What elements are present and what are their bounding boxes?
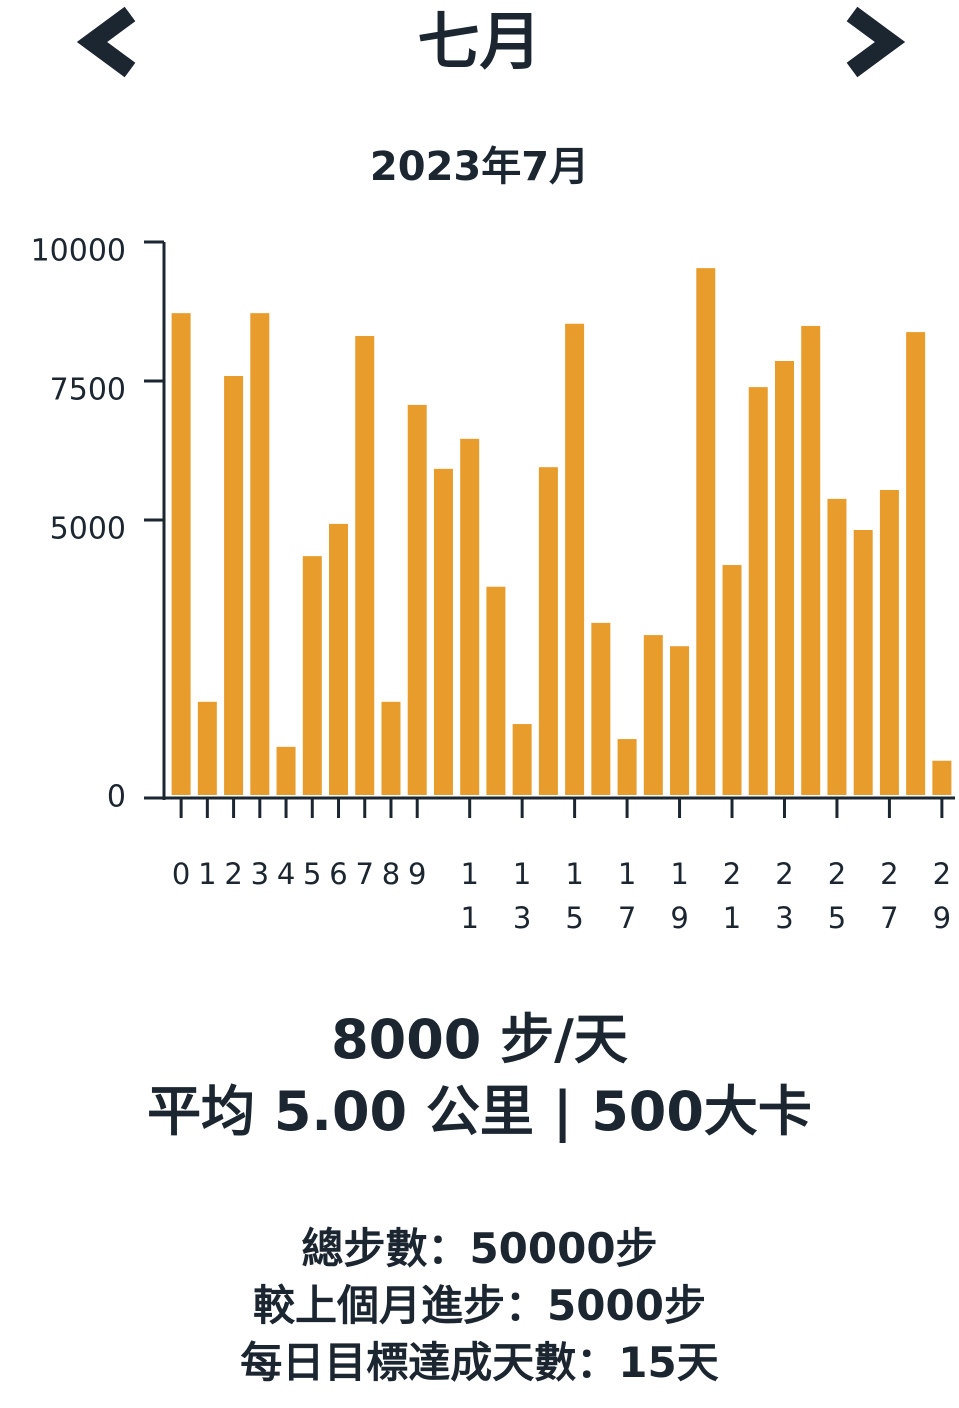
x-tick-label: 5 <box>303 857 322 891</box>
x-tick-label: 17 <box>617 857 637 935</box>
bar <box>565 323 585 795</box>
bar <box>853 530 873 795</box>
bar <box>302 556 322 795</box>
y-tick-label: 10000 <box>31 234 126 269</box>
bar <box>486 586 506 795</box>
x-tick-label: 4 <box>276 857 296 891</box>
bar <box>538 467 558 795</box>
x-tick-label: 29 <box>932 857 952 935</box>
bar <box>722 565 742 795</box>
bar <box>433 468 453 795</box>
stat-line: 較上個月進步：5000步 <box>253 1281 706 1330</box>
bar <box>801 325 821 795</box>
x-tick-label: 2 <box>224 857 243 891</box>
chart-title: 2023年7月 <box>369 144 590 190</box>
y-tick-label: 0 <box>107 780 126 815</box>
bar <box>591 622 611 795</box>
bar <box>460 438 480 795</box>
x-tick-label: 23 <box>775 857 794 935</box>
x-tick-label: 6 <box>329 857 348 891</box>
x-tick-label: 0 <box>171 857 191 891</box>
summary-line: 8000 步/天 <box>331 1008 628 1071</box>
x-tick-label: 8 <box>381 857 401 891</box>
month-title: 七月 <box>417 5 542 78</box>
y-tick-label: 5000 <box>50 512 126 547</box>
x-tick-label: 27 <box>880 857 899 935</box>
stat-line: 總步數：50000步 <box>301 1224 658 1273</box>
bar <box>355 335 375 795</box>
x-tick-label: 11 <box>460 857 479 935</box>
x-tick-label: 7 <box>355 857 374 891</box>
bar <box>407 404 427 795</box>
stat-line: 每日目標達成天數：15天 <box>240 1338 719 1387</box>
bar <box>774 360 794 795</box>
bar <box>617 739 637 795</box>
x-tick-label: 13 <box>512 857 532 935</box>
next-button[interactable] <box>846 6 906 78</box>
bar <box>381 701 401 795</box>
bar <box>879 489 899 795</box>
x-tick-label: 1 <box>198 857 217 891</box>
y-tick-label: 7500 <box>50 373 126 408</box>
x-tick-label: 9 <box>407 857 427 891</box>
x-tick-label: 21 <box>722 857 742 935</box>
x-tick-label: 25 <box>827 857 847 935</box>
bar <box>276 746 296 795</box>
bar <box>906 332 926 795</box>
bar <box>224 375 244 795</box>
bar <box>329 523 349 795</box>
bar <box>197 701 217 795</box>
bar <box>643 635 663 795</box>
bar <box>512 724 532 795</box>
x-tick-label: 15 <box>565 857 584 935</box>
prev-button[interactable] <box>76 6 136 78</box>
bar <box>827 498 847 795</box>
bar <box>171 313 191 795</box>
bar <box>670 646 690 795</box>
bar <box>748 387 768 795</box>
x-tick-label: 3 <box>250 857 270 891</box>
x-tick-label: 19 <box>670 857 689 935</box>
bar <box>250 313 270 795</box>
bar <box>932 760 952 795</box>
summary-line: 平均 5.00 公里 | 500大卡 <box>147 1080 812 1143</box>
bar <box>696 268 716 796</box>
